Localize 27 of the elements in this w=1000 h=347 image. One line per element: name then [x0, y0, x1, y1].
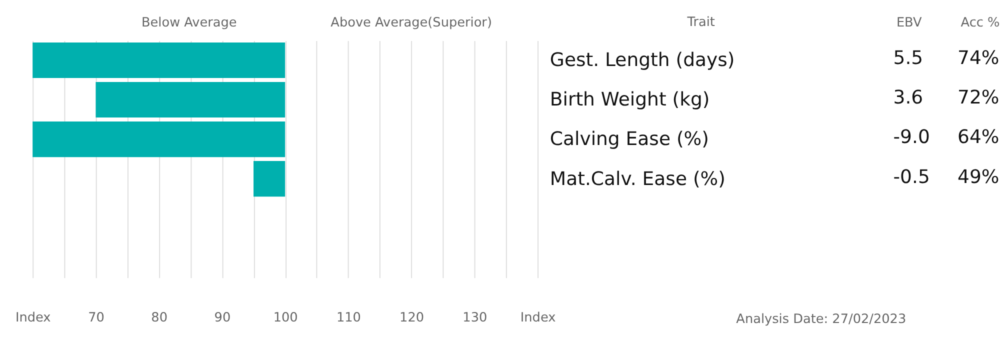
- text: 49%: [958, 166, 1000, 188]
- x-tick-label: 70: [88, 310, 104, 326]
- text: -0.5: [893, 166, 930, 188]
- text: Above Average(Superior): [330, 16, 492, 31]
- x-tick-label: 120: [400, 310, 424, 326]
- text: Below Average: [141, 16, 237, 31]
- x-tick-label: 90: [214, 310, 231, 326]
- x-tick-label: 110: [336, 310, 361, 326]
- x-tick-label: 130: [462, 310, 488, 326]
- x-tick-label: Index: [15, 310, 52, 326]
- text: 5.5: [893, 48, 924, 70]
- y-tick-label: Gest. Length (days): [550, 50, 735, 72]
- text: -9.0: [893, 127, 930, 148]
- text: Acc %: [960, 16, 1000, 31]
- text: 64%: [958, 127, 1000, 148]
- x-tick-label: 80: [151, 310, 168, 326]
- y-tick-label: Calving Ease (%): [550, 129, 709, 150]
- text: 74%: [958, 48, 1000, 70]
- text: Analysis Date: 27/02/2023: [736, 312, 906, 328]
- x-tick-label: 100: [273, 310, 298, 326]
- y-tick-label: Birth Weight (kg): [550, 90, 710, 111]
- text: EBV: [896, 16, 922, 31]
- x-tick-label: Index: [520, 310, 556, 326]
- y-axis-title: Trait: [686, 15, 715, 30]
- y-tick-label: Mat.Calv. Ease (%): [550, 168, 726, 190]
- text: 72%: [958, 88, 1000, 109]
- text: 3.6: [893, 88, 924, 109]
